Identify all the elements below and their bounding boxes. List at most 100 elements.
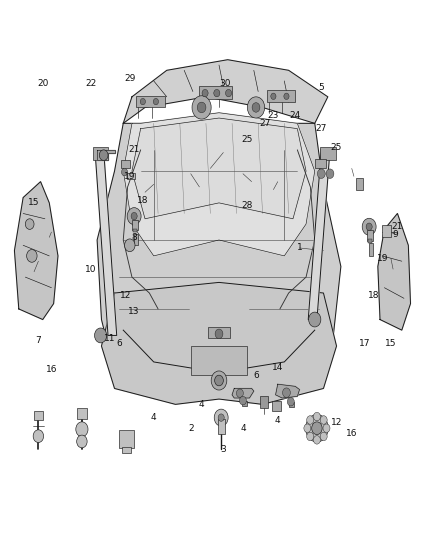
Circle shape	[27, 249, 37, 262]
Circle shape	[140, 99, 145, 105]
Text: 16: 16	[46, 366, 57, 374]
Circle shape	[304, 424, 311, 432]
Bar	[199, 86, 232, 100]
Text: 4: 4	[275, 416, 281, 425]
Polygon shape	[232, 389, 254, 398]
Text: 4: 4	[151, 413, 156, 422]
Text: 25: 25	[242, 135, 253, 144]
Text: 9: 9	[392, 230, 398, 239]
Polygon shape	[14, 182, 58, 319]
Bar	[136, 96, 165, 108]
Polygon shape	[97, 150, 115, 160]
Polygon shape	[308, 150, 330, 319]
Text: 7: 7	[35, 336, 41, 345]
Circle shape	[33, 430, 44, 442]
Bar	[289, 402, 294, 407]
Text: 19: 19	[376, 254, 388, 263]
Bar	[134, 233, 138, 245]
Bar	[34, 411, 43, 420]
Circle shape	[326, 169, 334, 179]
Circle shape	[197, 102, 206, 113]
Text: 12: 12	[331, 418, 342, 427]
Text: 20: 20	[37, 79, 49, 88]
Circle shape	[284, 93, 289, 100]
Circle shape	[318, 169, 325, 179]
Circle shape	[127, 208, 141, 224]
Text: 5: 5	[318, 83, 324, 92]
Circle shape	[320, 416, 327, 424]
Bar	[121, 160, 130, 168]
Text: 25: 25	[331, 143, 342, 152]
Bar	[369, 243, 373, 256]
Circle shape	[211, 371, 227, 390]
Circle shape	[76, 422, 88, 437]
Circle shape	[314, 435, 321, 444]
Circle shape	[240, 397, 247, 405]
Text: 8: 8	[131, 233, 137, 242]
Text: 23: 23	[268, 111, 279, 120]
Circle shape	[214, 409, 228, 426]
Circle shape	[121, 168, 127, 176]
Bar	[356, 178, 363, 190]
Text: 10: 10	[85, 265, 96, 273]
Bar	[93, 147, 108, 160]
Bar	[132, 220, 138, 230]
Text: 21: 21	[392, 222, 403, 231]
Text: 19: 19	[124, 172, 135, 181]
Bar	[133, 229, 137, 232]
Polygon shape	[123, 60, 328, 123]
Circle shape	[287, 398, 294, 406]
Circle shape	[202, 90, 208, 97]
Circle shape	[214, 90, 220, 97]
Circle shape	[131, 213, 137, 220]
Circle shape	[192, 96, 211, 119]
Text: 4: 4	[240, 424, 246, 433]
Polygon shape	[123, 113, 315, 256]
Text: 16: 16	[346, 429, 357, 438]
Text: 14: 14	[272, 363, 283, 372]
Text: 30: 30	[220, 79, 231, 88]
Text: 29: 29	[124, 74, 135, 83]
Text: 11: 11	[104, 334, 116, 343]
Bar	[368, 239, 372, 243]
Bar	[191, 346, 247, 375]
Polygon shape	[97, 123, 341, 394]
Circle shape	[314, 413, 321, 421]
Circle shape	[307, 432, 314, 441]
Bar	[119, 430, 134, 448]
Circle shape	[215, 329, 223, 338]
Circle shape	[320, 432, 327, 441]
Circle shape	[215, 375, 223, 386]
Circle shape	[95, 328, 107, 343]
Bar	[382, 224, 391, 237]
Bar	[77, 408, 87, 419]
Text: 4: 4	[199, 400, 205, 409]
Text: 21: 21	[128, 146, 140, 155]
Text: 2: 2	[188, 424, 194, 433]
Polygon shape	[378, 214, 410, 330]
Text: 15: 15	[385, 339, 397, 348]
Text: 18: 18	[368, 291, 379, 300]
Polygon shape	[102, 282, 336, 405]
Text: 18: 18	[137, 196, 148, 205]
Circle shape	[309, 312, 321, 327]
Text: 13: 13	[128, 307, 140, 316]
Text: 1: 1	[297, 244, 302, 253]
Circle shape	[252, 103, 260, 112]
Circle shape	[306, 415, 328, 442]
Text: 15: 15	[28, 198, 40, 207]
Bar	[208, 327, 230, 338]
Text: 3: 3	[220, 445, 226, 454]
Bar	[242, 401, 247, 406]
Circle shape	[283, 388, 290, 398]
Circle shape	[271, 93, 276, 100]
Circle shape	[362, 218, 376, 235]
Text: 27: 27	[259, 119, 270, 128]
Polygon shape	[132, 118, 306, 219]
Circle shape	[247, 97, 265, 118]
Bar	[321, 147, 336, 160]
Text: 17: 17	[359, 339, 371, 348]
Bar	[127, 173, 134, 179]
Circle shape	[124, 239, 135, 252]
Polygon shape	[276, 384, 300, 398]
